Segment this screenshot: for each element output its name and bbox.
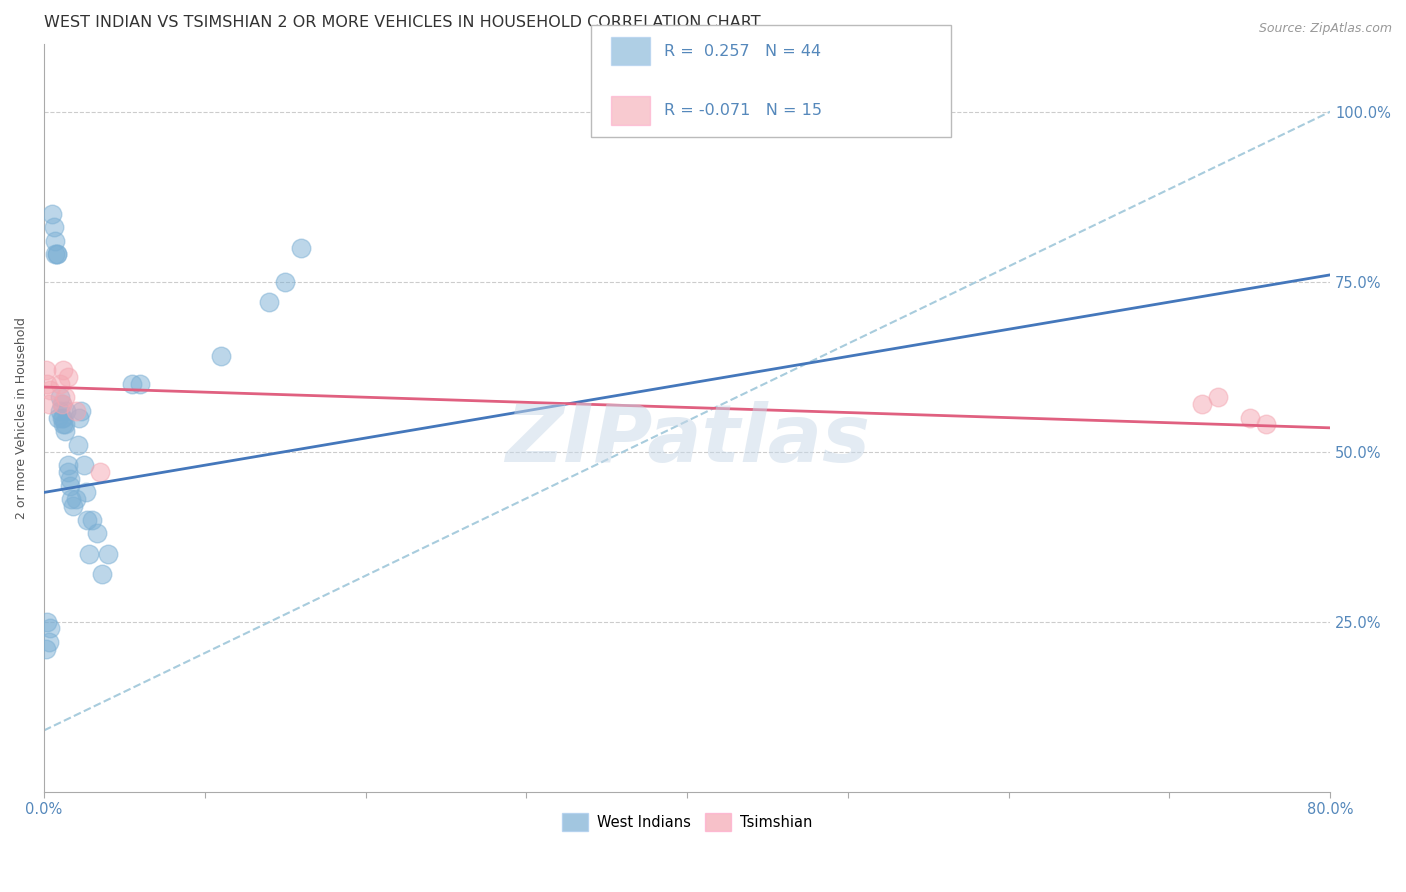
Point: [51, 410, 73, 425]
Point: [209, 350, 232, 364]
Legend: West Indians, Tsimshian: West Indians, Tsimshian: [555, 807, 818, 837]
Point: [49, 404, 72, 418]
Y-axis label: 2 or more Vehicles in Household: 2 or more Vehicles in Household: [15, 317, 28, 518]
Point: [41, 207, 63, 221]
Point: [49, 376, 72, 391]
Point: [1206, 390, 1229, 404]
Point: [59, 478, 82, 492]
Point: [97, 547, 120, 561]
Point: [59, 472, 82, 486]
Point: [60, 492, 83, 507]
Text: ZIPatlas: ZIPatlas: [505, 401, 870, 479]
Point: [1239, 410, 1261, 425]
Point: [121, 376, 143, 391]
Point: [129, 376, 152, 391]
Point: [42, 220, 65, 235]
Point: [37, 376, 59, 391]
Point: [39, 384, 62, 398]
Point: [45, 247, 67, 261]
Point: [52, 410, 75, 425]
Point: [38, 635, 60, 649]
Point: [86, 526, 108, 541]
Point: [73, 458, 96, 473]
Text: Source: ZipAtlas.com: Source: ZipAtlas.com: [1258, 22, 1392, 36]
Point: [76, 513, 98, 527]
FancyBboxPatch shape: [612, 96, 650, 125]
Point: [77, 547, 100, 561]
Point: [34, 641, 56, 656]
Point: [67, 410, 90, 425]
Text: R =  0.257   N = 44: R = 0.257 N = 44: [664, 44, 821, 59]
Point: [49, 390, 72, 404]
Point: [51, 397, 73, 411]
Point: [75, 485, 97, 500]
Point: [1254, 417, 1277, 432]
Point: [53, 390, 76, 404]
Point: [1191, 397, 1213, 411]
Point: [53, 417, 76, 432]
Point: [70, 404, 93, 418]
Text: WEST INDIAN VS TSIMSHIAN 2 OR MORE VEHICLES IN HOUSEHOLD CORRELATION CHART: WEST INDIAN VS TSIMSHIAN 2 OR MORE VEHIC…: [44, 15, 761, 30]
Point: [51, 397, 73, 411]
Point: [53, 424, 76, 438]
FancyBboxPatch shape: [612, 37, 650, 65]
Point: [65, 492, 87, 507]
Point: [39, 622, 62, 636]
Text: R = -0.071   N = 15: R = -0.071 N = 15: [664, 103, 823, 119]
Point: [44, 247, 66, 261]
FancyBboxPatch shape: [591, 25, 950, 137]
Point: [89, 465, 111, 479]
Point: [56, 458, 79, 473]
Point: [274, 275, 297, 289]
Point: [44, 234, 66, 248]
Point: [257, 295, 280, 310]
Point: [34, 363, 56, 377]
Point: [52, 363, 75, 377]
Point: [55, 404, 77, 418]
Point: [90, 567, 112, 582]
Point: [66, 438, 89, 452]
Point: [62, 499, 84, 513]
Point: [65, 404, 87, 418]
Point: [56, 465, 79, 479]
Point: [82, 513, 104, 527]
Point: [52, 417, 75, 432]
Point: [45, 247, 67, 261]
Point: [290, 241, 312, 255]
Point: [37, 615, 59, 629]
Point: [56, 369, 79, 384]
Point: [48, 410, 70, 425]
Point: [38, 397, 60, 411]
